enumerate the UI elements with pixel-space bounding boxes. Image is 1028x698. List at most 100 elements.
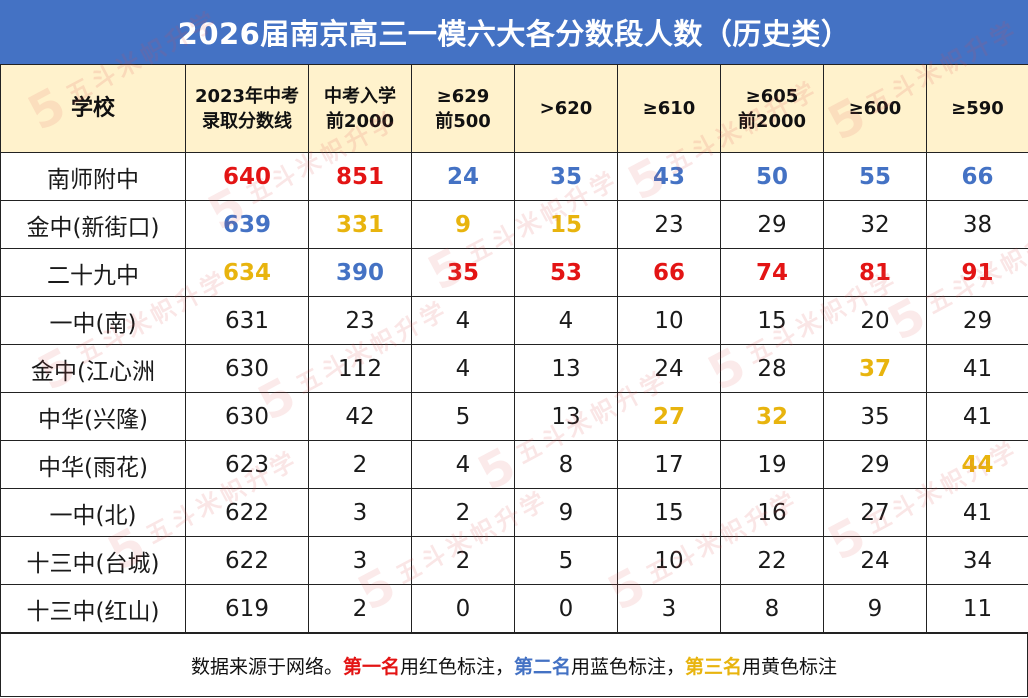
value-cell: 851	[308, 152, 412, 201]
value-cell: 28	[720, 344, 824, 393]
column-header-line1: ≥600	[848, 98, 902, 119]
school-name-cell: 中华(雨花)	[0, 440, 186, 489]
value-cell: 630	[185, 392, 309, 441]
value-cell: 32	[823, 200, 927, 249]
value-cell: 622	[185, 488, 309, 537]
value-cell: 15	[720, 296, 824, 345]
value-cell: 3	[617, 584, 721, 633]
value-cell: 50	[720, 152, 824, 201]
legend-second-text: 用蓝色标注，	[571, 655, 686, 678]
value-cell: 331	[308, 200, 412, 249]
value-cell: 27	[823, 488, 927, 537]
value-cell: 29	[823, 440, 927, 489]
school-name-cell: 二十九中	[0, 248, 186, 297]
value-cell: 0	[514, 584, 618, 633]
column-header-line2: 前500	[435, 110, 491, 132]
value-cell: 112	[308, 344, 412, 393]
value-cell: 20	[823, 296, 927, 345]
value-cell: 24	[617, 344, 721, 393]
value-cell: 10	[617, 536, 721, 585]
value-cell: 631	[185, 296, 309, 345]
school-name-cell: 十三中(红山)	[0, 584, 186, 633]
table-body: 南师附中 640 851 24 35 43 50 55 66 金中(新街口) 639 331 9 15 23…	[0, 152, 1028, 633]
school-name-cell: 金中(江心洲	[0, 344, 186, 393]
value-cell: 37	[823, 344, 927, 393]
column-header: ≥590	[926, 64, 1028, 153]
value-cell: 13	[514, 392, 618, 441]
value-cell: 3	[308, 536, 412, 585]
value-cell: 35	[514, 152, 618, 201]
value-cell: 41	[926, 488, 1028, 537]
value-cell: 5	[514, 536, 618, 585]
value-cell: 66	[617, 248, 721, 297]
table-row: 二十九中 634 390 35 53 66 74 81 91	[0, 248, 1028, 297]
column-header-line1: 2023年中考	[194, 85, 300, 107]
column-header: 学校	[0, 64, 186, 153]
value-cell: 4	[411, 344, 515, 393]
value-cell: 44	[926, 440, 1028, 489]
value-cell: 390	[308, 248, 412, 297]
value-cell: 2	[308, 440, 412, 489]
header-row: 学校 2023年中考 录取分数线 中考入学 前2000 ≥629 前500 >620 ≥610 ≥…	[0, 64, 1028, 153]
value-cell: 81	[823, 248, 927, 297]
legend-note: 数据来源于网络。 第一名 用红色标注， 第二名 用蓝色标注， 第三名 用黄色标注	[0, 633, 1028, 697]
value-cell: 2	[308, 584, 412, 633]
school-name-cell: 金中(新街口)	[0, 200, 186, 249]
column-header-line2: 前2000	[737, 110, 807, 132]
value-cell: 29	[926, 296, 1028, 345]
value-cell: 4	[411, 296, 515, 345]
value-cell: 29	[720, 200, 824, 249]
value-cell: 41	[926, 344, 1028, 393]
column-header: >620	[514, 64, 618, 153]
legend-third-label: 第三名	[685, 655, 743, 678]
column-header-line1: 学校	[70, 96, 115, 121]
value-cell: 55	[823, 152, 927, 201]
column-header-line1: 中考入学	[324, 85, 396, 107]
value-cell: 5	[411, 392, 515, 441]
school-name-cell: 南师附中	[0, 152, 186, 201]
column-header-line1: ≥629	[436, 85, 490, 107]
column-header-line2: 前2000	[325, 110, 395, 132]
value-cell: 3	[308, 488, 412, 537]
column-header-line2: 录取分数线	[202, 110, 292, 132]
value-cell: 634	[185, 248, 309, 297]
value-cell: 32	[720, 392, 824, 441]
column-header-line1: ≥610	[642, 98, 696, 119]
value-cell: 24	[411, 152, 515, 201]
value-cell: 27	[617, 392, 721, 441]
table-row: 金中(新街口) 639 331 9 15 23 29 32 38	[0, 200, 1028, 249]
column-header-line1: >620	[539, 98, 593, 119]
value-cell: 0	[411, 584, 515, 633]
value-cell: 34	[926, 536, 1028, 585]
value-cell: 15	[514, 200, 618, 249]
value-cell: 630	[185, 344, 309, 393]
table-row: 十三中(红山) 619 2 0 0 3 8 9 11	[0, 584, 1028, 633]
column-header: ≥605 前2000	[720, 64, 824, 153]
column-header-line1: ≥605	[745, 85, 799, 107]
column-header: ≥629 前500	[411, 64, 515, 153]
value-cell: 35	[823, 392, 927, 441]
score-table: 学校 2023年中考 录取分数线 中考入学 前2000 ≥629 前500 >620 ≥610 ≥…	[0, 64, 1028, 633]
value-cell: 4	[411, 440, 515, 489]
legend-first-text: 用红色标注，	[399, 655, 514, 678]
page-title: 2026届南京高三一模六大各分数段人数（历史类）	[0, 0, 1028, 64]
value-cell: 16	[720, 488, 824, 537]
value-cell: 9	[823, 584, 927, 633]
table-row: 南师附中 640 851 24 35 43 50 55 66	[0, 152, 1028, 201]
school-name-cell: 一中(南)	[0, 296, 186, 345]
school-name-cell: 中华(兴隆)	[0, 392, 186, 441]
value-cell: 9	[514, 488, 618, 537]
value-cell: 640	[185, 152, 309, 201]
legend-third-text: 用黄色标注	[742, 655, 838, 678]
column-header: ≥610	[617, 64, 721, 153]
legend-prefix: 数据来源于网络。	[190, 655, 343, 678]
value-cell: 66	[926, 152, 1028, 201]
school-name-cell: 一中(北)	[0, 488, 186, 537]
value-cell: 24	[823, 536, 927, 585]
value-cell: 53	[514, 248, 618, 297]
value-cell: 622	[185, 536, 309, 585]
value-cell: 13	[514, 344, 618, 393]
column-header: 2023年中考 录取分数线	[185, 64, 309, 153]
school-name-cell: 十三中(台城)	[0, 536, 186, 585]
table-row: 中华(兴隆) 630 42 5 13 27 32 35 41	[0, 392, 1028, 441]
